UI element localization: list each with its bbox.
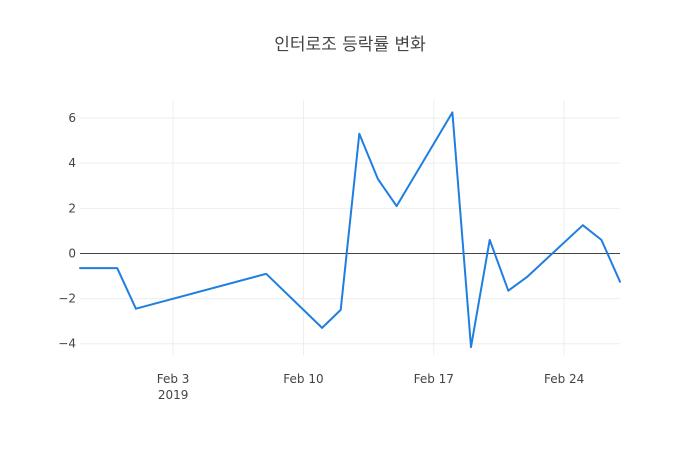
series-layer — [79, 111, 621, 349]
x-tick-label: Feb 3 — [157, 372, 190, 386]
x-tick-label: Feb 24 — [544, 372, 584, 386]
axes: Feb 3 2019 Feb 10 Feb 17 Feb 24 −4 −2 0 2 4 6 — [58, 111, 620, 402]
x-tick-label: Feb 10 — [283, 372, 323, 386]
y-tick-label: 0 — [68, 246, 76, 260]
x-tick-label: Feb 17 — [414, 372, 454, 386]
x-tick-sublabel: 2019 — [158, 388, 189, 402]
y-tick-label: −4 — [58, 337, 76, 351]
y-tick-label: 2 — [68, 201, 76, 215]
y-tick-label: −2 — [58, 292, 76, 306]
y-tick-label: 4 — [68, 156, 76, 170]
y-tick-label: 6 — [68, 111, 76, 125]
series-line — [79, 111, 621, 349]
chart-title: 인터로조 등락률 변화 — [274, 35, 426, 55]
